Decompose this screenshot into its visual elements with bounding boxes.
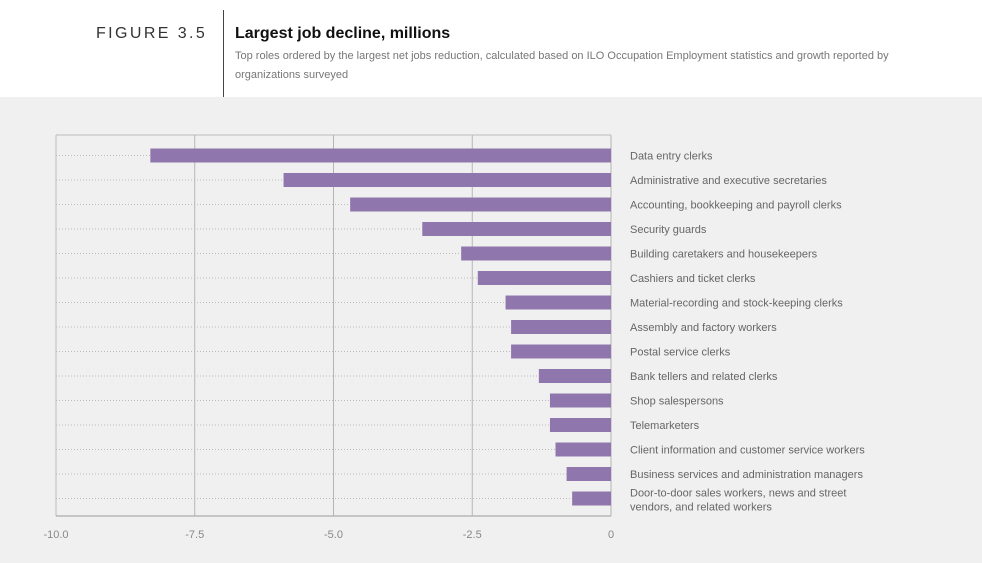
bar bbox=[566, 467, 611, 481]
category-label: Postal service clerks bbox=[630, 347, 731, 359]
figure-header: FIGURE 3.5 Largest job decline, millions… bbox=[0, 0, 982, 97]
bar bbox=[572, 491, 611, 506]
x-tick-label: 0 bbox=[608, 529, 614, 541]
header-divider bbox=[223, 10, 224, 97]
category-label: Security guards bbox=[630, 224, 707, 236]
category-label: Material-recording and stock-keeping cle… bbox=[630, 298, 843, 310]
label-layer: Data entry clerks Administrative and exec… bbox=[630, 151, 865, 514]
category-label: Building caretakers and housekeepers bbox=[630, 249, 818, 261]
bar bbox=[422, 222, 611, 236]
bar bbox=[505, 295, 611, 310]
x-tick-label: -7.5 bbox=[185, 529, 204, 541]
category-label: Shop salespersons bbox=[630, 396, 724, 408]
bar bbox=[549, 418, 611, 432]
bar-layer bbox=[150, 148, 611, 506]
bar bbox=[511, 320, 611, 334]
category-label: Data entry clerks bbox=[630, 151, 713, 163]
bar bbox=[511, 344, 611, 359]
chart-subtitle: Top roles ordered by the largest net job… bbox=[235, 50, 889, 81]
category-label: Cashiers and ticket clerks bbox=[630, 273, 756, 285]
bar bbox=[461, 246, 611, 261]
chart-title: Largest job decline, millions bbox=[235, 25, 451, 42]
bar bbox=[283, 173, 611, 187]
x-tick-label: -2.5 bbox=[463, 529, 482, 541]
bar bbox=[150, 148, 611, 163]
category-label: Client information and customer service … bbox=[630, 445, 865, 457]
category-label: Telemarketers bbox=[630, 420, 700, 432]
category-label: Door-to-door sales workers, news and str… bbox=[630, 488, 846, 514]
bar bbox=[555, 442, 611, 457]
bar bbox=[538, 369, 611, 383]
category-label: Bank tellers and related clerks bbox=[630, 371, 778, 383]
category-label: Business services and administration man… bbox=[630, 469, 863, 481]
x-tick-label: -5.0 bbox=[324, 529, 343, 541]
category-label: Assembly and factory workers bbox=[630, 322, 777, 334]
category-label: Administrative and executive secretaries bbox=[630, 175, 827, 187]
x-tick-label: -10.0 bbox=[43, 529, 68, 541]
bar bbox=[477, 271, 611, 285]
bar bbox=[549, 393, 611, 408]
figure-number: FIGURE 3.5 bbox=[96, 25, 208, 42]
category-label: Accounting, bookkeeping and payroll cler… bbox=[630, 200, 842, 212]
tick-layer: -10.0 -7.5 -5.0 -2.5 0 bbox=[43, 529, 614, 541]
bar bbox=[350, 197, 611, 212]
